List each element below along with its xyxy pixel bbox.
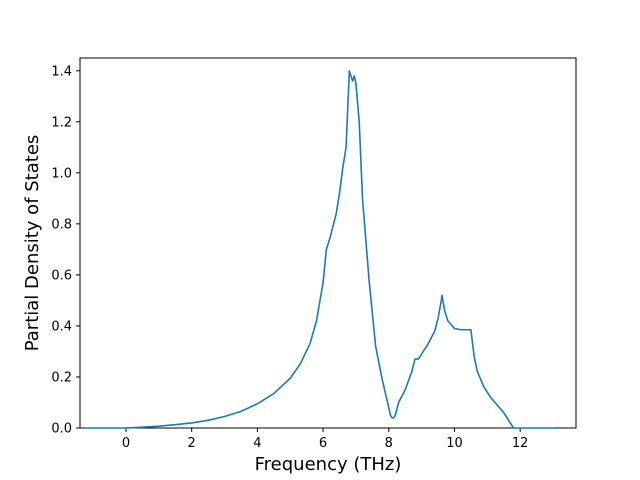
- x-tick-label: 4: [253, 436, 261, 451]
- x-tick-label: 2: [188, 436, 196, 451]
- y-tick-label: 1.4: [51, 64, 72, 79]
- y-tick-label: 0.4: [51, 319, 72, 334]
- x-tick-label: 10: [446, 436, 463, 451]
- y-tick-label: 0.2: [51, 370, 72, 385]
- y-axis-ticks: 0.0 0.2 0.4 0.6 0.8 1.0 1.2 1.4: [51, 64, 80, 437]
- y-tick-label: 0.8: [51, 217, 72, 232]
- plot-frame: [79, 57, 577, 429]
- pdos-series-line: [85, 69, 554, 429]
- x-tick-label: 8: [385, 436, 393, 451]
- x-tick-label: 0: [122, 436, 130, 451]
- y-axis-label: Partial Density of States: [22, 135, 43, 352]
- y-tick-label: 1.0: [51, 166, 72, 181]
- x-tick-label: 12: [512, 436, 529, 451]
- y-tick-label: 1.2: [51, 115, 72, 130]
- y-tick-label: 0.6: [51, 268, 72, 283]
- y-tick-label: 0.0: [51, 422, 72, 437]
- x-axis-label: Frequency (THz): [255, 454, 402, 475]
- x-tick-label: 6: [319, 436, 327, 451]
- x-axis-ticks: 0 2 4 6 8 10 12: [122, 428, 529, 451]
